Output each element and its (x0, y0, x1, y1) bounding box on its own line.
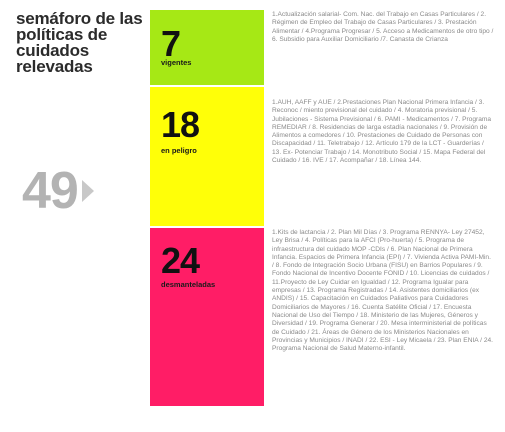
count-vigentes: 7 (161, 23, 181, 64)
total-count: 49 (22, 165, 94, 217)
block-en-peligro: 18 en peligro (150, 87, 264, 226)
description-vigentes: 1.Actualización salarial- Com. Nac. del … (272, 11, 494, 43)
total-number: 49 (22, 162, 79, 220)
arrow-right-icon (81, 180, 94, 202)
label-vigentes: vigentes (161, 58, 192, 67)
label-en-peligro: en peligro (161, 146, 197, 155)
description-en-peligro: 1.AUH, AAFF y AUE / 2.Prestaciones Plan … (272, 99, 492, 165)
description-desmanteladas: 1.Kits de lactancia / 2. Plan Mil Días /… (272, 229, 493, 353)
page-title: semáforo de las políticas de cuidados re… (16, 9, 143, 76)
label-desmanteladas: desmanteladas (161, 280, 216, 289)
block-desmanteladas: 24 desmanteladas (150, 228, 264, 406)
block-vigentes: 7 vigentes (150, 10, 264, 85)
count-desmanteladas: 24 (161, 240, 200, 281)
count-en-peligro: 18 (161, 104, 200, 145)
